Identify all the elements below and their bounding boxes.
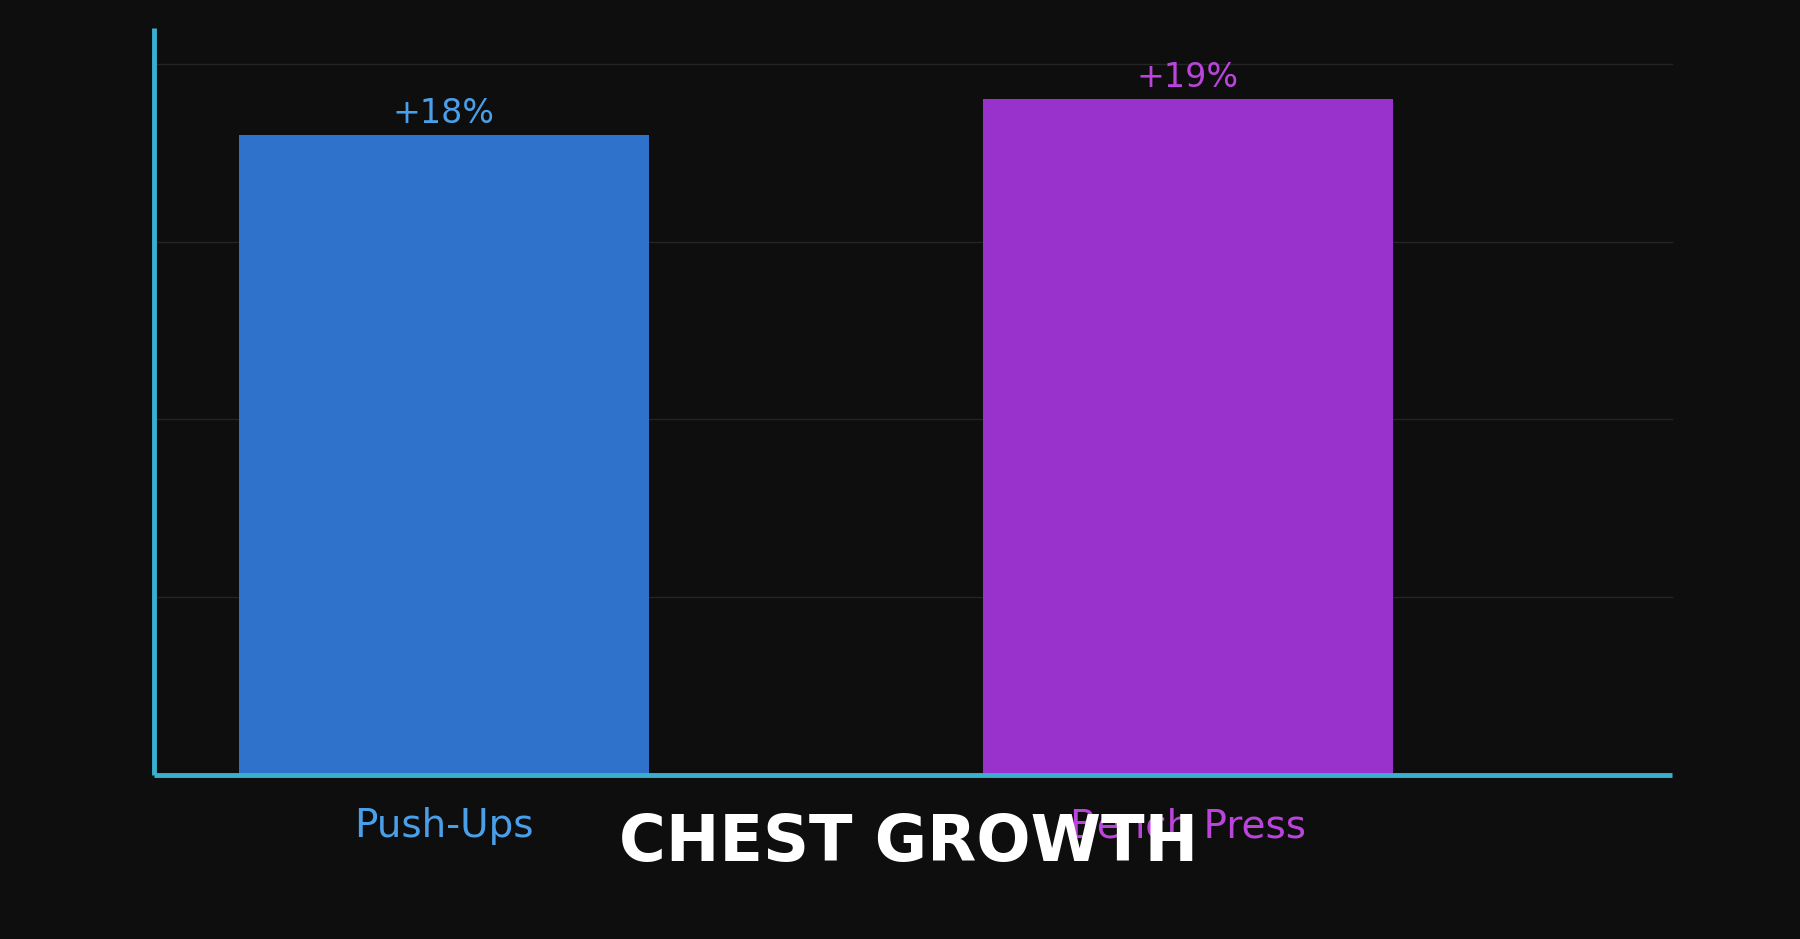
Text: +19%: +19% <box>1138 61 1238 94</box>
Bar <box>983 100 1393 775</box>
Text: Bench Press: Bench Press <box>1069 807 1307 845</box>
Text: Push-Ups: Push-Ups <box>355 807 535 845</box>
Bar <box>239 135 648 775</box>
Text: +18%: +18% <box>392 97 495 130</box>
Text: CHEST GROWTH: CHEST GROWTH <box>619 812 1199 874</box>
